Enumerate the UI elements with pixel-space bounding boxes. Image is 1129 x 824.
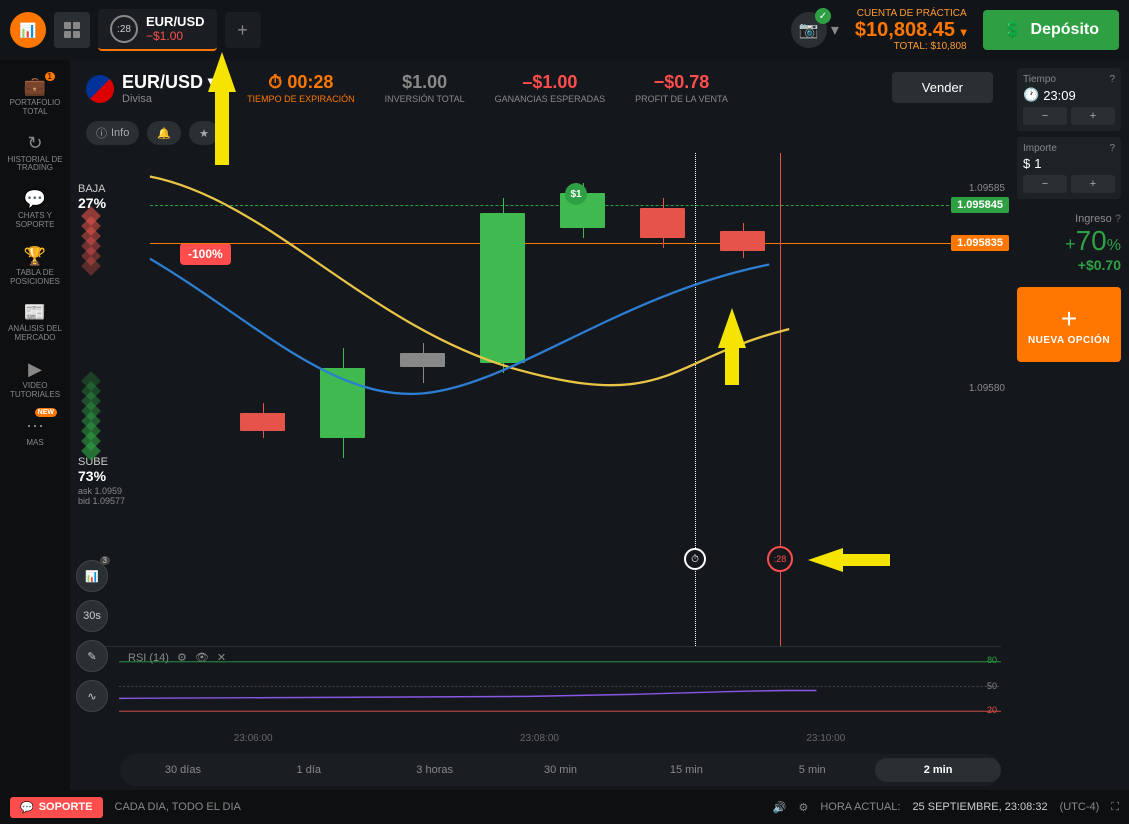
time-label: HORA ACTUAL: — [820, 801, 900, 813]
rsi-panel: RSI (14) ⚙ 👁 ✕ 80 50 20 — [78, 646, 1001, 726]
expiry-timer-icon: :28 — [767, 546, 793, 572]
dollar-icon: 💲 — [1003, 20, 1023, 40]
flag-icon — [86, 75, 114, 103]
nav-item[interactable]: 💼PORTAFOLIO TOTAL1 — [5, 70, 65, 123]
nav-item[interactable]: 📰ANÁLISIS DEL MERCADO — [5, 296, 65, 349]
timezone: (UTC-4) — [1060, 801, 1100, 813]
account-total: TOTAL: $10,808 — [894, 41, 967, 52]
time-box: Tiempo? 🕐23:09 −+ — [1017, 68, 1121, 131]
nav-icon: 🏆 — [24, 246, 46, 267]
purchase-timer-icon: ⏱ — [684, 548, 706, 570]
sell-button[interactable]: Vender — [892, 72, 993, 103]
trade-marker: $1 — [565, 183, 587, 205]
annotation-arrow-stem — [840, 554, 890, 566]
gains-metric: –$1.00 GANANCIAS ESPERADAS — [495, 72, 606, 104]
amount-minus[interactable]: − — [1023, 175, 1067, 193]
check-icon: ✓ — [815, 8, 831, 24]
time-value: 23:09 — [1043, 88, 1076, 103]
account-label: CUENTA DE PRÁCTICA — [857, 8, 967, 19]
annotation-arrow — [718, 308, 746, 348]
annotation-arrow — [808, 548, 843, 572]
annotation-arrow-stem — [725, 345, 739, 385]
clock-icon: 🕐 — [1023, 87, 1039, 103]
topbar: 📊 :28 EUR/USD −$1.00 + 📷✓ ▾ CUENTA DE PR… — [0, 0, 1129, 60]
timeframe-row: 30 días1 día3 horas30 min15 min5 min2 mi… — [120, 754, 1001, 786]
nav-item[interactable]: 💬CHATS Y SOPORTE — [5, 183, 65, 236]
pair-name: EUR/USD — [146, 15, 205, 29]
time-axis: 23:06:0023:08:0023:10:00 — [110, 726, 969, 750]
logo[interactable]: 📊 — [10, 12, 46, 48]
volume-icon[interactable]: 🔊 — [773, 801, 787, 814]
amount-plus[interactable]: + — [1071, 175, 1115, 193]
nav-icon: ⋯ — [26, 416, 44, 437]
info-pill[interactable]: ⓘInfo — [86, 121, 139, 145]
star-icon: ★ — [199, 127, 209, 140]
investment-metric: $1.00 INVERSIÓN TOTAL — [385, 72, 465, 104]
footer: 💬SOPORTE CADA DIA, TODO EL DIA 🔊 ⚙ HORA … — [0, 790, 1129, 824]
help-icon[interactable]: ? — [1109, 74, 1115, 85]
trade-panel: Tiempo? 🕐23:09 −+ Importe? $ −+ Ingreso … — [1009, 60, 1129, 790]
timeframe-button[interactable]: 5 min — [749, 758, 875, 782]
timeframe-button[interactable]: 30 min — [498, 758, 624, 782]
pair-subtitle: Divisa — [122, 93, 217, 105]
chart-tool-button[interactable]: ∿3 — [76, 680, 108, 712]
nav-item[interactable]: 🏆TABLA DE POSICIONES — [5, 240, 65, 293]
nav-icon: 📰 — [24, 302, 46, 323]
amount-input[interactable] — [1034, 156, 1084, 171]
nav-icon: ↻ — [27, 133, 42, 154]
income-display: Ingreso ? +70% +$0.70 — [1017, 213, 1121, 273]
chart-area: EUR/USD ▾ Divisa ⏱ 00:28 TIEMPO DE EXPIR… — [70, 60, 1009, 790]
settings-icon[interactable]: ⚙ — [798, 801, 808, 814]
bell-pill[interactable]: 🔔 — [147, 121, 181, 145]
bell-icon: 🔔 — [157, 127, 171, 140]
side-nav: 💼PORTAFOLIO TOTAL1↻HISTORIAL DE TRADING💬… — [0, 60, 70, 790]
help-icon[interactable]: ? — [1115, 213, 1121, 225]
pair-pl: −$1.00 — [146, 30, 205, 43]
grid-button[interactable] — [54, 12, 90, 48]
slogan: CADA DIA, TODO EL DIA — [115, 801, 241, 813]
pair-title[interactable]: EUR/USD ▾ Divisa — [86, 72, 217, 105]
clock-icon: ⏱ — [268, 72, 282, 92]
screenshot-button[interactable]: 📷✓ — [791, 12, 827, 48]
account-balance: $10,808.45 ▾ — [855, 19, 967, 41]
chart-tool-button[interactable]: 30s — [76, 600, 108, 632]
chart-body[interactable]: BAJA 27% SUBE 73% ask 1.0959 bid 1.09577… — [70, 153, 1009, 646]
pair-tab[interactable]: :28 EUR/USD −$1.00 — [98, 9, 217, 51]
help-icon[interactable]: ? — [1109, 143, 1115, 154]
add-tab-button[interactable]: + — [225, 12, 261, 48]
info-row: ⓘInfo 🔔 ★ — [70, 121, 1009, 145]
info-icon: ⓘ — [96, 125, 107, 141]
chat-icon: 💬 — [20, 801, 34, 814]
timeframe-button[interactable]: 1 día — [246, 758, 372, 782]
nav-item[interactable]: ▶VIDEO TUTORIALES — [5, 353, 65, 406]
current-time: 25 SEPTIEMBRE, 23:08:32 — [912, 801, 1047, 813]
nav-item[interactable]: ↻HISTORIAL DE TRADING — [5, 127, 65, 180]
chart-tools: 📊30s✎∿3 — [76, 560, 108, 712]
time-minus[interactable]: − — [1023, 107, 1067, 125]
account-info[interactable]: CUENTA DE PRÁCTICA $10,808.45 ▾ TOTAL: $… — [855, 8, 967, 52]
nav-icon: 💬 — [24, 189, 46, 210]
fullscreen-icon[interactable]: ⛶ — [1111, 801, 1119, 814]
new-option-button[interactable]: + NUEVA OPCIÓN — [1017, 287, 1121, 362]
nav-icon: ▶ — [28, 359, 42, 380]
amount-box: Importe? $ −+ — [1017, 137, 1121, 199]
time-plus[interactable]: + — [1071, 107, 1115, 125]
timeframe-button[interactable]: 3 horas — [372, 758, 498, 782]
chart-tool-button[interactable]: ✎ — [76, 640, 108, 672]
deposit-button[interactable]: 💲 Depósito — [983, 10, 1119, 50]
timeframe-button[interactable]: 15 min — [623, 758, 749, 782]
timeframe-button[interactable]: 2 min — [875, 758, 1001, 782]
profit-metric: −$0.78 PROFIT DE LA VENTA — [635, 72, 728, 104]
annotation-arrow — [208, 52, 236, 92]
support-button[interactable]: 💬SOPORTE — [10, 797, 103, 818]
timer-badge: :28 — [110, 15, 138, 43]
expiration-metric: ⏱ 00:28 TIEMPO DE EXPIRACIÓN — [247, 72, 355, 104]
nav-item[interactable]: ⋯MASNEW — [5, 410, 65, 454]
timeframe-button[interactable]: 30 días — [120, 758, 246, 782]
nav-icon: 💼 — [24, 76, 46, 97]
annotation-arrow-stem — [215, 90, 229, 165]
